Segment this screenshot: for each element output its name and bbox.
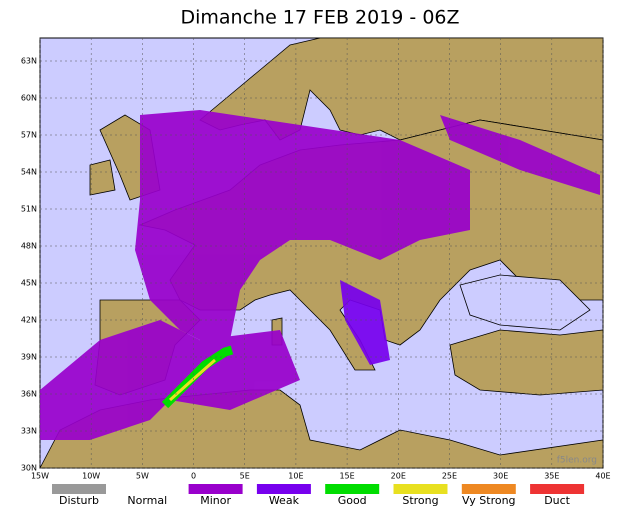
legend-label: Duct xyxy=(544,494,570,507)
lat-label: 39N xyxy=(21,353,37,362)
legend-label: Vy Strong xyxy=(462,494,516,507)
watermark: f5len.org xyxy=(557,456,597,466)
legend-swatch xyxy=(325,484,380,494)
legend-label: Disturb xyxy=(59,494,99,507)
legend-swatch xyxy=(530,484,585,494)
lat-label: 54N xyxy=(21,168,37,177)
legend-label: Good xyxy=(338,494,367,507)
lon-label: 35E xyxy=(544,472,559,481)
lon-label: 10W xyxy=(82,472,100,481)
legend-swatch xyxy=(256,484,311,494)
lon-label: 5E xyxy=(240,472,250,481)
title: Dimanche 17 FEB 2019 - 06Z xyxy=(180,7,459,29)
lat-label: 63N xyxy=(21,57,37,66)
legend-swatch xyxy=(188,484,243,494)
lon-label: 40E xyxy=(595,472,610,481)
lat-label: 30N xyxy=(21,464,37,473)
legend-swatch xyxy=(393,484,448,494)
legend-label: Weak xyxy=(269,494,300,507)
lon-label: 25E xyxy=(442,472,457,481)
lat-label: 33N xyxy=(21,427,37,436)
lon-label: 5W xyxy=(136,472,149,481)
lat-label: 48N xyxy=(21,242,37,251)
legend-label: Normal xyxy=(127,494,167,507)
lon-label: 20E xyxy=(391,472,406,481)
lat-label: 60N xyxy=(21,94,37,103)
graticule xyxy=(39,38,604,469)
lon-label: 10E xyxy=(288,472,303,481)
lat-label: 45N xyxy=(21,279,37,288)
legend-swatch xyxy=(461,484,516,494)
lon-label: 15W xyxy=(31,472,49,481)
lat-label: 51N xyxy=(21,205,37,214)
lon-label: 30E xyxy=(493,472,508,481)
legend-label: Strong xyxy=(402,494,438,507)
lon-label: 15E xyxy=(339,472,354,481)
legend-swatch xyxy=(52,484,106,494)
legend-label: Minor xyxy=(200,494,231,507)
lon-label: 0 xyxy=(191,472,196,481)
lat-label: 36N xyxy=(21,390,37,399)
lat-label: 42N xyxy=(21,316,37,325)
lat-label: 57N xyxy=(21,131,37,140)
